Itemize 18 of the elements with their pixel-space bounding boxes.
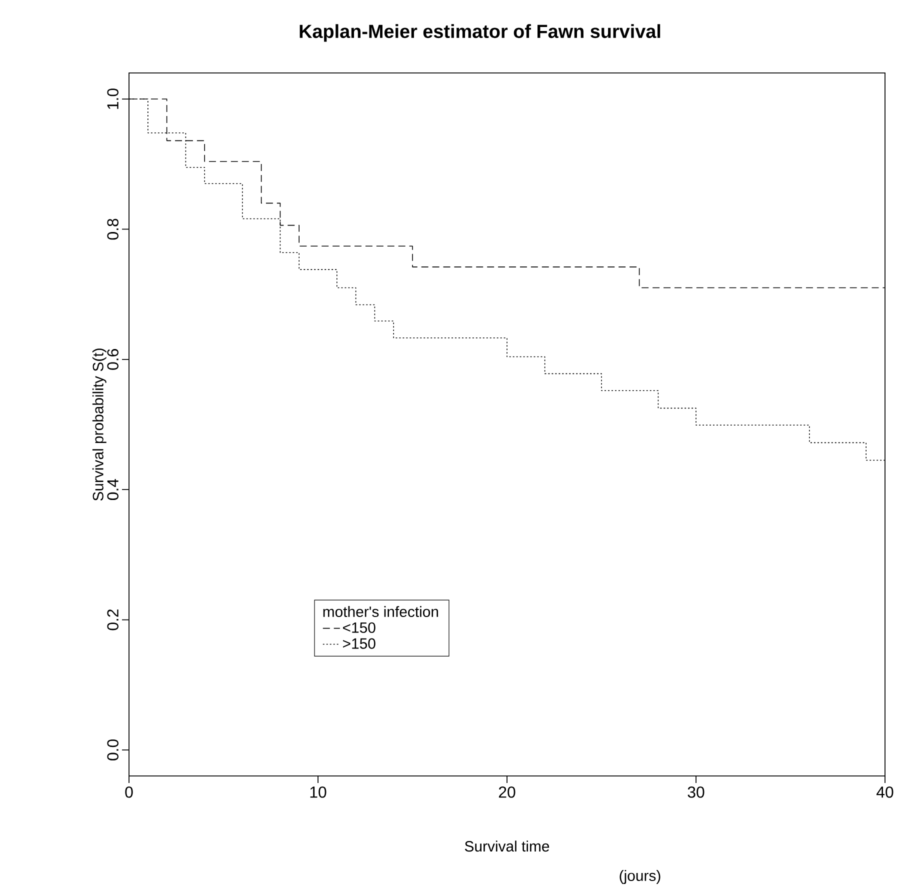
y-tick-label: 0.2 [107, 609, 118, 630]
legend-title: mother's infection [323, 606, 438, 618]
x-tick-label: 0 [125, 786, 133, 798]
legend-label: <150 [343, 622, 376, 633]
text: (jours) [620, 870, 660, 884]
x-tick-label: 30 [688, 786, 704, 798]
x-axis-title: Survival time [464, 840, 550, 852]
x-tick-label: 40 [876, 786, 894, 798]
legend-label: >150 [343, 638, 376, 649]
y-tick-label: 0.6 [107, 349, 118, 370]
y-tick-label: 0.4 [107, 478, 118, 500]
chart-title: Kaplan-Meier estimator of Fawn survival [300, 24, 660, 42]
x-tick-label: 10 [310, 786, 326, 798]
y-tick-label: 0.8 [107, 218, 118, 240]
x-tick-label: 20 [498, 786, 516, 798]
y-axis-title: Survival probability S(t) [92, 348, 106, 501]
y-tick-label: 1.0 [107, 88, 118, 109]
y-tick-label: 0.0 [107, 740, 118, 760]
